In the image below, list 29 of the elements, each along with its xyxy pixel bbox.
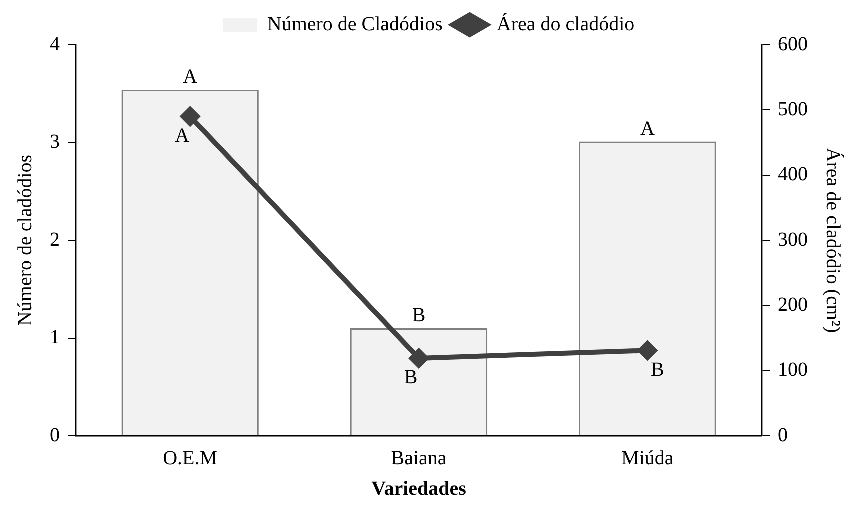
data-label: A bbox=[175, 124, 190, 147]
y2-axis-title: Área de cladódio (cm²) bbox=[822, 148, 845, 334]
data-label: A bbox=[183, 66, 198, 88]
x-tick-label: Baiana bbox=[391, 447, 447, 470]
y2-tick-label: 0 bbox=[778, 424, 788, 446]
y-tick-label: 0 bbox=[50, 424, 60, 446]
point bbox=[180, 107, 200, 126]
y-tick-label: 1 bbox=[50, 326, 60, 348]
data-label: B bbox=[412, 304, 426, 327]
x-tick-label: O.E.M bbox=[163, 447, 218, 470]
y2-tick-label: 300 bbox=[778, 228, 808, 251]
data-label: B bbox=[650, 358, 664, 381]
point bbox=[410, 348, 428, 368]
y2-tick-label: 200 bbox=[778, 294, 808, 316]
y-tick-label: 4 bbox=[50, 33, 60, 56]
x-tick-label: Miúda bbox=[622, 447, 674, 470]
y2-tick-label: 500 bbox=[778, 98, 808, 120]
y2-tick-label: 600 bbox=[778, 33, 808, 56]
legend-label: Área do cladódio bbox=[496, 12, 635, 36]
y-tick-label: 2 bbox=[50, 228, 60, 251]
y2-tick-label: 100 bbox=[778, 359, 808, 382]
legend-label: Número de Cladódios bbox=[267, 13, 444, 36]
y-axis-title: Número de cladódios bbox=[14, 154, 36, 326]
x-axis-title: Variedades bbox=[372, 478, 467, 500]
data-label: B bbox=[404, 366, 418, 389]
data-label: A bbox=[640, 118, 656, 140]
y-tick-label: 3 bbox=[50, 131, 60, 153]
y2-tick-label: 400 bbox=[778, 164, 808, 186]
point bbox=[638, 341, 658, 360]
